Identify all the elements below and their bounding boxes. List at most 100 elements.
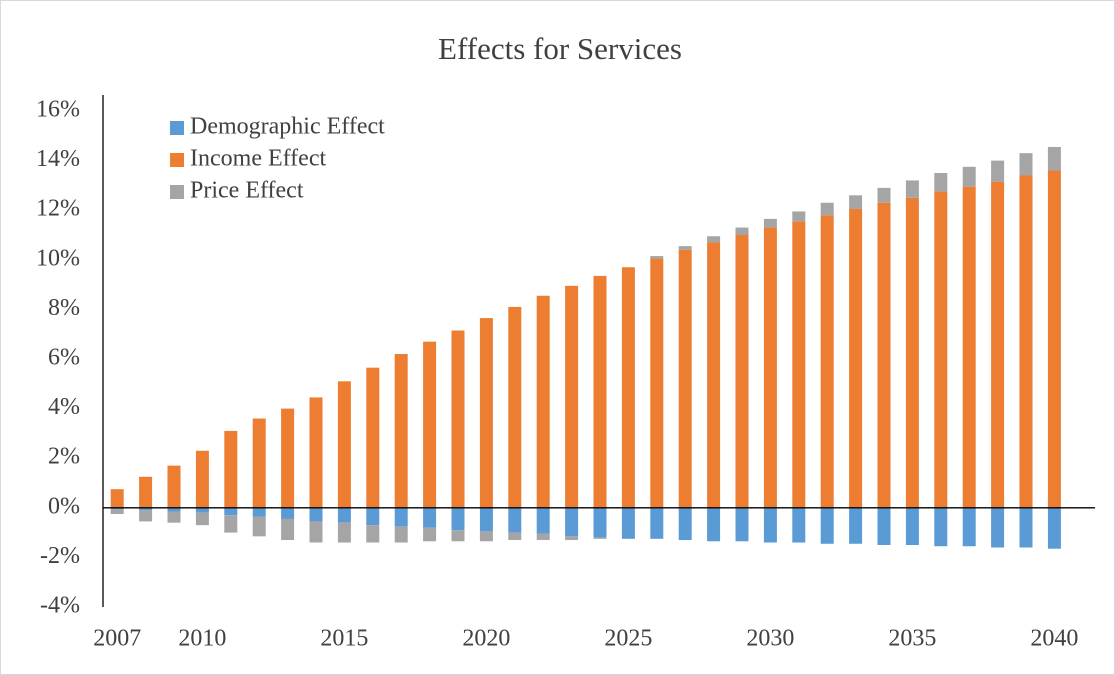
bar: [650, 258, 664, 508]
bar: [508, 532, 522, 541]
bar: [451, 507, 465, 531]
bar: [337, 381, 351, 508]
bar: [707, 242, 721, 508]
bar: [1019, 175, 1033, 508]
bar: [820, 507, 834, 544]
bar: [735, 235, 749, 508]
bar: [167, 465, 181, 508]
bar: [820, 215, 834, 508]
bar: [820, 202, 834, 216]
bar: [962, 507, 976, 547]
bar: [1047, 146, 1061, 171]
x-tick-label: 2035: [888, 626, 936, 652]
bar: [224, 507, 238, 516]
bar: [678, 249, 692, 508]
bar: [849, 208, 863, 508]
bar: [849, 507, 863, 544]
bar: [991, 507, 1005, 548]
bar: [678, 507, 692, 541]
bar: [195, 512, 209, 526]
bar: [849, 195, 863, 209]
bar: [735, 227, 749, 235]
bar: [792, 211, 806, 222]
x-tick-label: 2030: [746, 626, 794, 652]
y-tick-label: 8%: [48, 295, 80, 321]
bar: [139, 507, 153, 511]
bar: [565, 285, 579, 508]
bar: [650, 256, 664, 259]
bar: [593, 507, 607, 538]
bar: [934, 507, 948, 547]
bar: [593, 275, 607, 508]
chart-title: Effects for Services: [438, 31, 682, 66]
legend-swatch: [170, 185, 184, 199]
bar: [423, 527, 437, 542]
bar: [905, 507, 919, 545]
bar: [962, 166, 976, 187]
bar: [707, 236, 721, 243]
bar: [366, 367, 380, 508]
bar: [763, 227, 777, 508]
bar: [195, 450, 209, 508]
bar: [110, 509, 124, 514]
bar: [139, 510, 153, 522]
bar: [252, 507, 266, 517]
legend-swatch: [170, 121, 184, 135]
bar: [451, 530, 465, 542]
bar: [167, 511, 181, 523]
bar: [479, 318, 493, 508]
bar: [479, 531, 493, 542]
y-tick-label: 10%: [36, 245, 80, 271]
bar: [337, 507, 351, 523]
bar: [508, 306, 522, 508]
bar: [650, 507, 664, 539]
bar: [877, 187, 891, 203]
bar: [735, 507, 749, 542]
bar: [763, 507, 777, 543]
bar: [536, 295, 550, 508]
x-tick-label: 2025: [604, 626, 652, 652]
bar: [366, 525, 380, 543]
y-tick-label: 14%: [36, 146, 80, 172]
bar: [479, 507, 493, 532]
bar: [536, 507, 550, 534]
bar: [451, 330, 465, 508]
bar: [110, 489, 124, 508]
bar: [309, 397, 323, 508]
bar: [337, 522, 351, 543]
x-tick-label: 2007: [93, 626, 141, 652]
bar: [792, 221, 806, 508]
bar: [962, 186, 976, 508]
bar: [1019, 153, 1033, 176]
y-tick-label: -4%: [40, 593, 80, 619]
bar: [252, 516, 266, 537]
bar: [281, 507, 295, 519]
bar: [281, 408, 295, 508]
bar: [252, 418, 266, 508]
bar: [621, 507, 635, 539]
bar: [593, 537, 607, 539]
x-tick-label: 2015: [320, 626, 368, 652]
bar: [366, 507, 380, 526]
bar: [394, 354, 408, 508]
bar: [991, 181, 1005, 508]
bar: [281, 518, 295, 541]
bar: [934, 173, 948, 192]
bar: [621, 267, 635, 508]
bar: [1019, 507, 1033, 548]
bar: [678, 246, 692, 250]
legend-label: Income Effect: [190, 146, 326, 172]
y-tick-label: 0%: [48, 493, 80, 519]
y-tick-label: 4%: [48, 394, 80, 420]
bar: [309, 507, 323, 522]
bar: [394, 526, 408, 543]
bar: [394, 507, 408, 527]
bar: [565, 536, 579, 541]
bar: [167, 507, 181, 512]
legend-label: Demographic Effect: [190, 114, 385, 140]
bar: [565, 507, 579, 537]
bar: [508, 507, 522, 533]
bar: [905, 197, 919, 508]
y-tick-label: 16%: [36, 97, 80, 123]
